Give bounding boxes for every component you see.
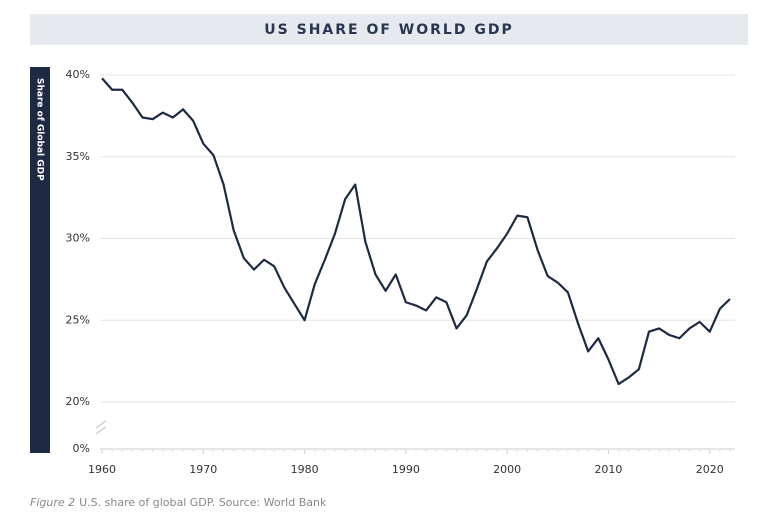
x-tick-label: 2020 xyxy=(696,463,724,476)
y-tick-label: 30% xyxy=(66,232,90,245)
x-tick-label: 2000 xyxy=(493,463,521,476)
caption-text: U.S. share of global GDP. Source: World … xyxy=(79,496,327,509)
y-tick-label: 0% xyxy=(73,442,90,455)
y-tick-label: 40% xyxy=(66,68,90,81)
y-tick-label: 25% xyxy=(66,313,90,326)
x-tick-label: 1980 xyxy=(291,463,319,476)
x-tick-label: 1970 xyxy=(189,463,217,476)
x-tick-label: 2010 xyxy=(594,463,622,476)
caption-label: Figure 2 xyxy=(30,496,75,509)
x-tick-label: 1960 xyxy=(88,463,116,476)
y-label-band xyxy=(30,67,50,453)
x-tick-label: 1990 xyxy=(392,463,420,476)
chart-title: US SHARE OF WORLD GDP xyxy=(264,22,513,38)
data-line xyxy=(101,77,731,386)
caption: Figure 2 U.S. share of global GDP. Source… xyxy=(30,496,327,509)
y-axis-label: Share of Global GDP xyxy=(35,78,45,181)
y-tick-label: 20% xyxy=(66,395,90,408)
title-bar xyxy=(30,14,748,45)
y-tick-label: 35% xyxy=(66,150,90,163)
axis-break xyxy=(95,420,107,435)
